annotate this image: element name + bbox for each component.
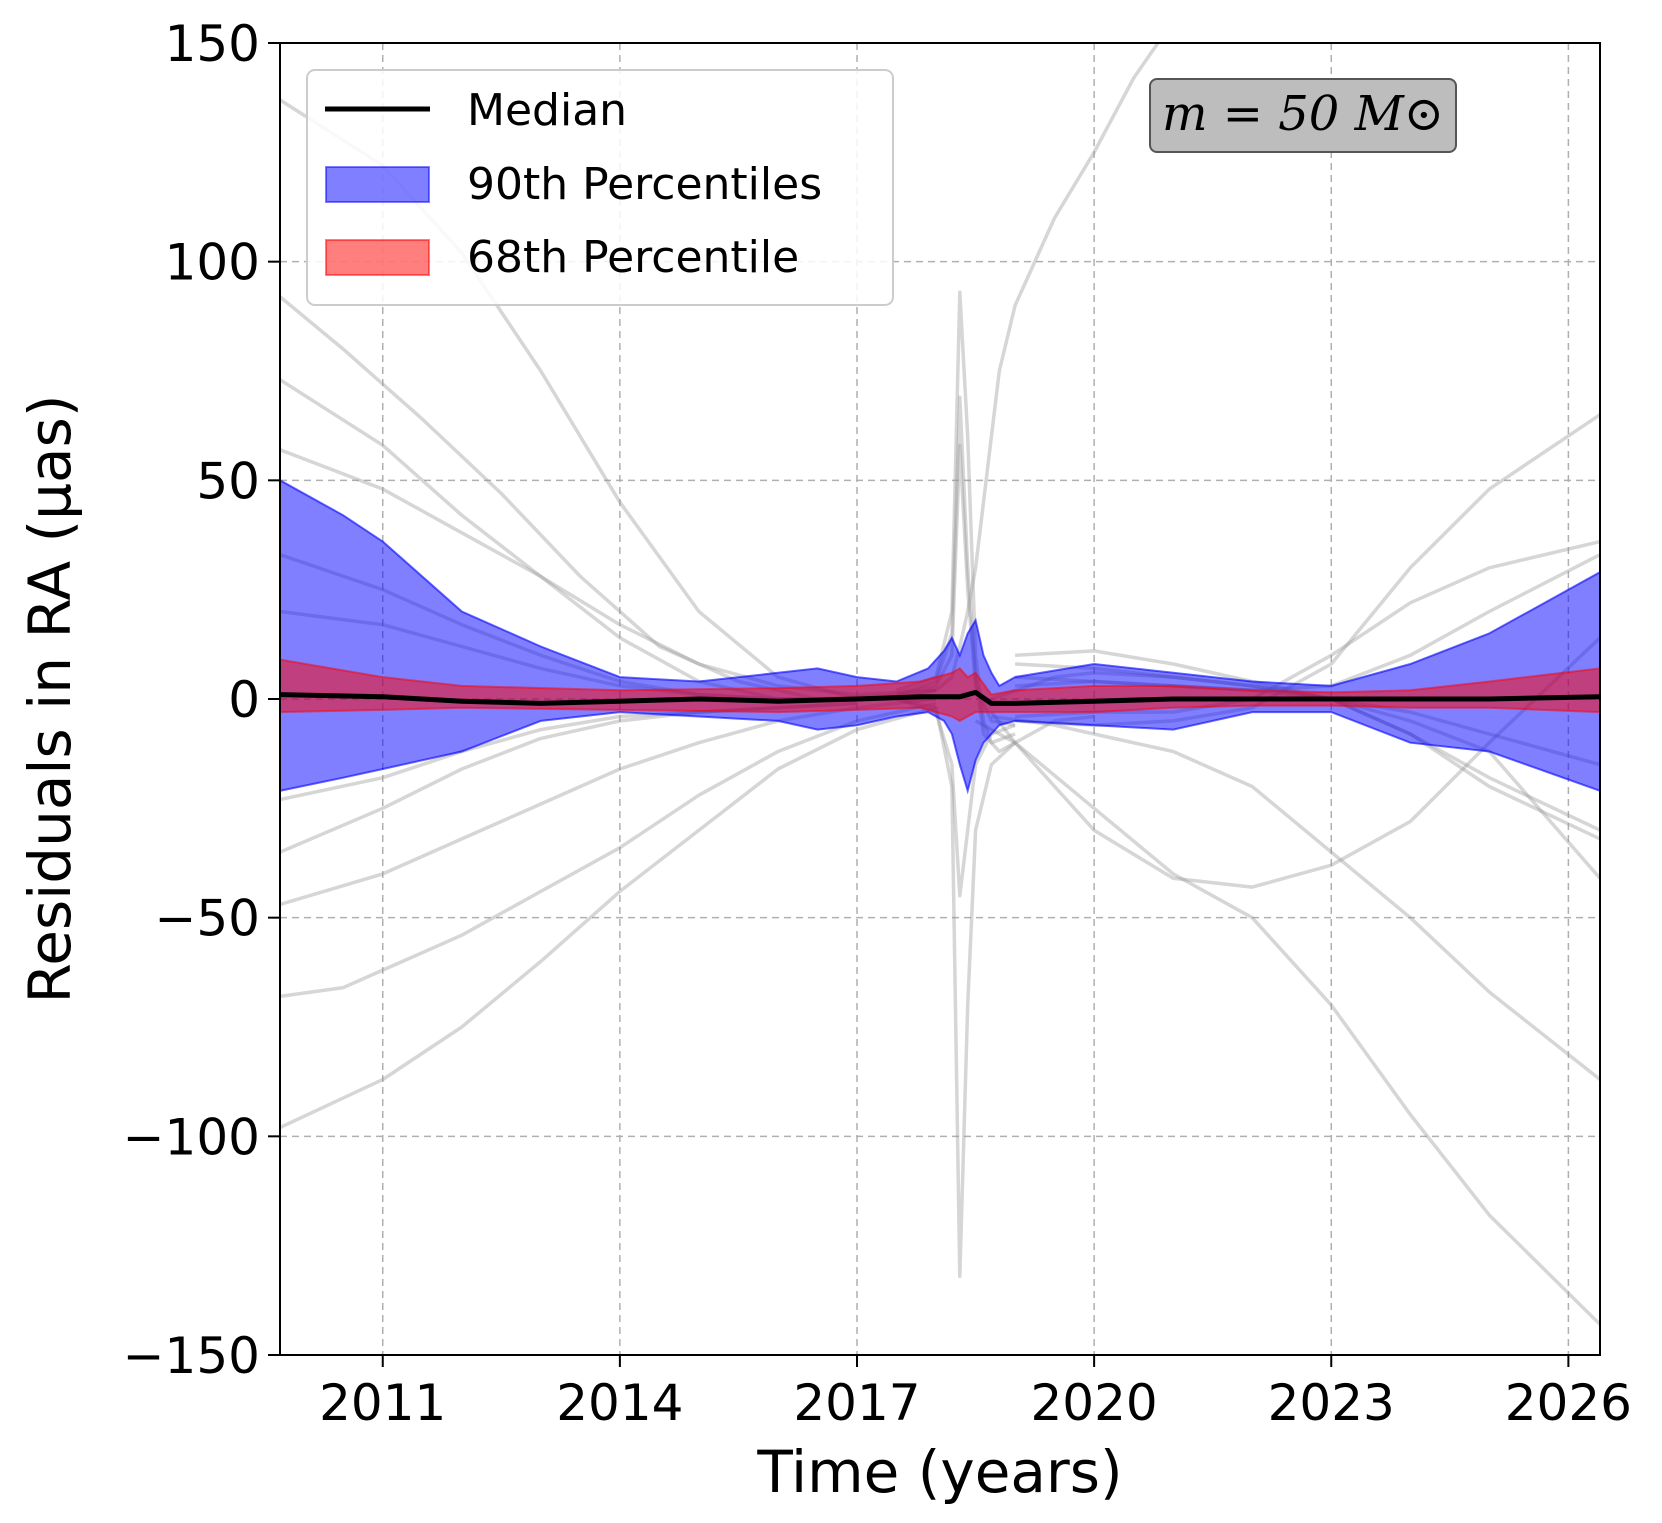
y-tick-label: 150	[165, 15, 260, 73]
sample-curve	[991, 714, 1600, 1081]
percentile-bands	[280, 479, 1600, 795]
median-layer	[280, 689, 1600, 706]
x-tick-label: 2020	[1031, 1374, 1158, 1432]
sample-curve	[895, 697, 1016, 898]
x-tick-label: 2026	[1505, 1374, 1632, 1432]
legend-median-label: Median	[467, 85, 627, 136]
p68-band	[280, 658, 1600, 723]
sample-curve	[974, 719, 1600, 1326]
legend-p90-swatch	[325, 166, 430, 203]
legend-p68-swatch	[325, 239, 430, 276]
sample-curve	[896, 697, 1095, 1279]
annotation-text: m = 50 M⊙	[1162, 86, 1444, 142]
x-tick-label: 2014	[556, 1374, 683, 1432]
sample-curve	[280, 701, 937, 999]
y-tick-label: 50	[196, 452, 260, 510]
sample-curve	[280, 706, 937, 1130]
legend-p68-label: 68th Percentile	[467, 232, 799, 283]
legend-box	[306, 69, 894, 306]
legend: Median 90th Percentiles 68th Percentile	[306, 69, 894, 306]
axis-ticks: 2011 2014 2017 2020 2023 2026 −150 −100 −50 0 50 10…	[123, 15, 1632, 1432]
sample-curve	[990, 636, 1600, 889]
y-tick-label: −100	[123, 1108, 260, 1166]
legend-p90-label: 90th Percentiles	[467, 159, 822, 210]
y-tick-label: −50	[154, 890, 260, 948]
x-tick-label: 2017	[793, 1374, 920, 1432]
y-tick-label: 100	[165, 234, 260, 292]
mass-annotation: m = 50 M⊙	[1149, 78, 1457, 153]
median-line	[280, 689, 1600, 706]
annotation-box	[1149, 78, 1457, 153]
y-tick-label: 0	[228, 671, 260, 729]
p90-band	[280, 479, 1600, 795]
x-axis-label: Time (years)	[756, 1438, 1122, 1506]
x-tick-label: 2011	[319, 1374, 446, 1432]
y-tick-label: −150	[123, 1327, 260, 1385]
y-axis-label: Residuals in RA (μas)	[16, 395, 84, 1004]
x-tick-label: 2023	[1268, 1374, 1395, 1432]
